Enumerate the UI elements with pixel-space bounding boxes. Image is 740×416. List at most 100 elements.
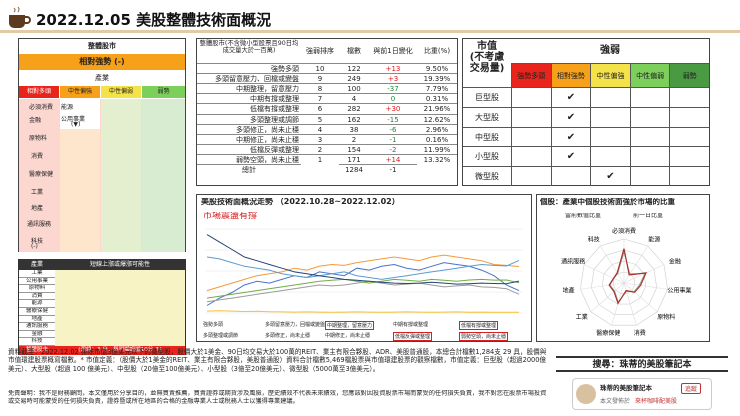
trend-series-3 xyxy=(206,310,519,313)
stats-head-count: 檔數 xyxy=(347,47,361,55)
stats-row-chg: +3 xyxy=(369,73,417,83)
stats-row-name: 中期有撐或整理 xyxy=(197,93,301,103)
header-divider xyxy=(0,30,740,33)
trend-series-0 xyxy=(206,262,520,306)
stats-row-name: 低檔反彈或整理 xyxy=(197,143,301,154)
stats-row-pct: 7.79% xyxy=(417,83,457,93)
industry-energy: 能源 xyxy=(61,104,74,111)
stats-row-chg: -1 xyxy=(369,133,417,144)
col-strong: 相對多頭 xyxy=(19,86,59,98)
blog-site[interactable]: 來杯咖啡配美股 xyxy=(635,398,678,405)
stats-row-rank: 3 xyxy=(301,133,339,144)
radar-axis-label: 能源 xyxy=(648,235,660,243)
short-row-label: 消費 xyxy=(19,292,55,301)
stats-head-pct: 比重(%) xyxy=(423,47,451,55)
stats-total-label: 總計 xyxy=(197,164,301,174)
cap-row-name: 大型股 xyxy=(463,106,511,127)
radar-axis-label: 工業 xyxy=(576,313,588,321)
stats-row-count: 162 xyxy=(339,113,369,124)
cap-cell xyxy=(669,146,709,167)
cap-cell xyxy=(669,87,709,107)
stats-row-rank: 2 xyxy=(301,143,339,154)
cap-cell: ✔ xyxy=(550,87,591,107)
short-row-label: 工業 xyxy=(19,270,55,278)
stats-row-count: 38 xyxy=(339,123,369,134)
short-row-label: 原物料 xyxy=(19,285,55,293)
cap-cell: ✔ xyxy=(550,146,591,167)
disclaimer: 免責聲明：我不是財務顧問，本文僅用於分享目的，並無買賣推薦，買賣證券或期貨涉及風… xyxy=(8,390,547,405)
short-row-label: 公用事業 xyxy=(19,277,55,286)
industry-consumer: 消費 xyxy=(31,153,44,160)
stats-row-rank: 6 xyxy=(301,103,339,113)
stats-row-name: 多頭留意壓力、回檔或變盤 xyxy=(197,73,301,83)
cap-row-name: 小型股 xyxy=(463,146,511,166)
stats-row-pct: 2.96% xyxy=(417,123,457,134)
stats-row-pct: 9.50% xyxy=(417,63,457,73)
cap-header-left: 市值 (不考慮 交易量) xyxy=(469,41,505,74)
cap-cell xyxy=(629,146,670,167)
short-row-label: 能源 xyxy=(19,300,55,308)
short-row-label: 地產 xyxy=(19,315,55,324)
utility-note: (▼) xyxy=(71,121,81,128)
trend-title: 美股技術面概況走勢 （2022.10.28~2022.12.02） xyxy=(201,198,400,206)
cap-col-header: 中性偏強 xyxy=(590,63,630,87)
stats-row-pct: 11.99% xyxy=(417,143,457,154)
radar-title: 個股：產業中個股技術面強於市場的比重 xyxy=(540,198,675,206)
industry-staples: 必須消費 xyxy=(29,104,54,111)
blog-card[interactable]: 珠蒂的美股筆記本 本文發佈於 來杯咖啡配美股 追蹤 xyxy=(572,378,712,410)
stats-table: 整體股市(不含微小型股票且90日均成交量大於一百萬) 強弱排序 檔數 與前1日變… xyxy=(196,38,458,186)
cap-cell: ✔ xyxy=(550,106,591,127)
cap-cell xyxy=(629,166,670,186)
stats-row-rank: 4 xyxy=(301,123,339,134)
trend-legend-item: 中期整理，留意壓力 xyxy=(325,321,375,330)
stats-row-name: 多頭修正，尚未止穩 xyxy=(197,123,301,134)
stats-head-rank: 強弱排序 xyxy=(306,47,334,55)
stats-row-rank: 9 xyxy=(301,73,339,83)
page-title: 2022.12.05 美股整體技術面概況 xyxy=(36,11,272,29)
cap-col-header: 中性偏弱 xyxy=(629,63,670,87)
short-row-label: 金融 xyxy=(19,330,55,339)
cap-col-header: 相對強勢 xyxy=(550,63,591,87)
stats-total-count: 1284 xyxy=(339,164,369,174)
cap-row-name: 微型股 xyxy=(463,166,511,186)
cap-cell xyxy=(669,126,709,147)
trend-legend-item: 多頭留意壓力，回檔或變盤 xyxy=(265,322,326,328)
col-mid-weak: 中性偏弱 xyxy=(101,86,141,98)
cap-cell xyxy=(590,106,630,127)
stats-row-count: 171 xyxy=(339,153,369,164)
tech-note: (-) xyxy=(31,243,38,250)
cap-cell xyxy=(511,146,551,167)
cap-cell xyxy=(511,166,551,186)
radar-current-series xyxy=(608,248,647,305)
radar-legend-prev: 前一日比重 xyxy=(633,213,664,219)
stats-row-rank: 8 xyxy=(301,83,339,93)
stats-row-pct: 13.32% xyxy=(417,153,457,164)
short-row-label: 通訊服務 xyxy=(19,323,55,331)
stats-row-rank: 1 xyxy=(301,153,339,164)
follow-button[interactable]: 追蹤 xyxy=(681,383,702,394)
stats-row-count: 122 xyxy=(339,63,369,73)
cap-col-header: 強勢多頭 xyxy=(511,63,551,87)
blog-sub: 本文發佈於 xyxy=(600,398,631,405)
stats-row-pct: 21.96% xyxy=(417,103,457,113)
stats-row-chg: -37 xyxy=(369,83,417,93)
industry-grid: 能源 公用事業 (▼) 必須消費 金融 原物料 消費 醫療保健 工業 地產 通訊… xyxy=(19,99,185,252)
trend-series-4 xyxy=(206,256,520,280)
stats-row-count: 100 xyxy=(339,83,369,93)
cap-cell xyxy=(669,166,709,186)
cap-cell xyxy=(550,166,591,186)
stats-row-name: 中期整理，留意壓力 xyxy=(197,83,301,93)
industry-realestate: 地產 xyxy=(31,205,44,212)
source-note: 資料截至：2022.12.02 排除市值3億美元以下的微型股，股價大於1美金、9… xyxy=(8,348,547,373)
stats-row-count: 154 xyxy=(339,143,369,154)
industry-material: 原物料 xyxy=(29,135,48,142)
stats-row-pct: 19.39% xyxy=(417,73,457,83)
cap-col-header: 弱勢 xyxy=(669,63,709,87)
radar-axis-label: 通訊服務 xyxy=(561,257,585,265)
cap-cell xyxy=(590,146,630,167)
short-bottom-value: (週線：3 分，無明顯訊號10分 ↑) xyxy=(55,346,185,355)
industry-health: 醫療保健 xyxy=(29,171,54,178)
radar-panel: 個股：產業中個股技術面強於市場的比重 當前數值比重 前一日比重 必須消費 能源 金融… xyxy=(536,194,710,342)
stats-head-name: 整體股市(不含微小型股票且90日均成交量大於一百萬) xyxy=(199,40,299,54)
